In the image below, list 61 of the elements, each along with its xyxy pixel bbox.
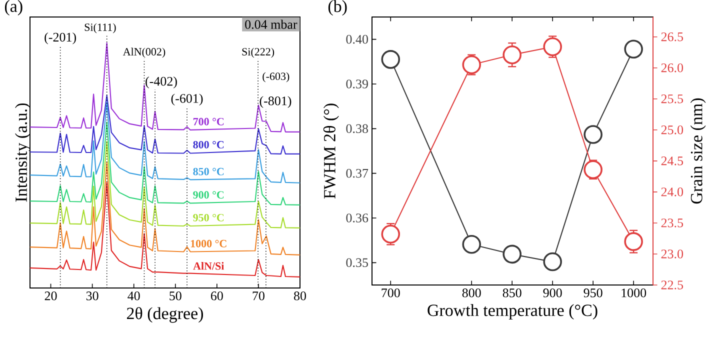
y-tick-label: 0.39 [346, 80, 368, 88]
series-label: 950 °C [193, 214, 224, 222]
y-tick-label: 0.36 [346, 214, 368, 222]
y2-axis-title: Grain size (nm) [690, 98, 706, 204]
x-tick-label: 40 [128, 292, 140, 300]
text: 0.04 mbar [245, 20, 298, 29]
x-tick-label: 80 [294, 292, 306, 300]
annotation: (-603) [262, 72, 290, 82]
series-label: 900 °C [193, 191, 224, 199]
annotation: (-201) [44, 32, 76, 44]
x-tick-label: 30 [86, 292, 98, 300]
ref-line-label: Si(111) [84, 23, 116, 34]
y2-tick-label: 23.0 [661, 250, 684, 258]
x-tick-label: 1000 [622, 288, 646, 298]
y-tick-label: 0.40 [346, 34, 368, 44]
series-label: AlN/Si [193, 262, 224, 270]
annotation: (-402) [146, 76, 177, 88]
point [381, 50, 400, 69]
x-tick-label: 800 [462, 288, 481, 298]
y2-tick-label: 25.0 [661, 126, 684, 134]
series-label: 700 °C [193, 118, 224, 126]
point [584, 160, 602, 180]
x-tick-label: 850 [502, 288, 522, 298]
point [543, 252, 562, 272]
ref-line-label: Si(222) [242, 48, 274, 58]
point [584, 125, 602, 144]
y-axis-title: Intensity (a.u.) [15, 103, 30, 202]
y-tick-label: 0.37 [346, 168, 368, 178]
x-tick-label: 60 [210, 292, 223, 300]
chart-title: (b) [328, 0, 347, 16]
y2-tick-label: 25.5 [661, 94, 684, 104]
point [502, 45, 522, 64]
x-tick-label: 900 [543, 288, 562, 298]
y-tick-label: 0.35 [346, 258, 368, 268]
y2-tick-label: 26.0 [661, 63, 684, 72]
x-tick-label: 950 [584, 288, 602, 298]
y2-tick-label: 23.5 [661, 218, 684, 228]
x-tick-label: 70 [252, 292, 264, 300]
x-tick-label: 700 [382, 288, 400, 298]
annotation: (-801) [260, 96, 292, 108]
point [502, 244, 522, 264]
x-tick-label: 20 [44, 292, 57, 300]
point [462, 234, 482, 254]
ref-line-label: AlN(002) [122, 48, 166, 58]
point [462, 55, 482, 74]
y-tick-label: 0.38 [346, 124, 368, 134]
series-label: 800 °C [193, 140, 224, 148]
point [543, 37, 562, 56]
y2-tick-label: 24.0 [661, 188, 684, 196]
y2-tick-label: 22.5 [661, 280, 684, 290]
series-label: 850 °C [193, 168, 224, 176]
annotation: (-601) [171, 94, 203, 106]
y-axis-title: FWHM 2θ (°) [323, 104, 339, 199]
chart-title: (a) [4, 0, 22, 16]
y2-tick-label: 26.5 [661, 32, 684, 42]
point [624, 40, 643, 59]
series-label: 1000 °C [190, 240, 226, 248]
x-axis-title: Growth temperature (°C) [428, 304, 598, 320]
x-axis-title: 2θ (degree) [126, 307, 204, 323]
x-tick-label: 50 [170, 292, 182, 300]
y2-tick-label: 24.5 [661, 156, 684, 166]
